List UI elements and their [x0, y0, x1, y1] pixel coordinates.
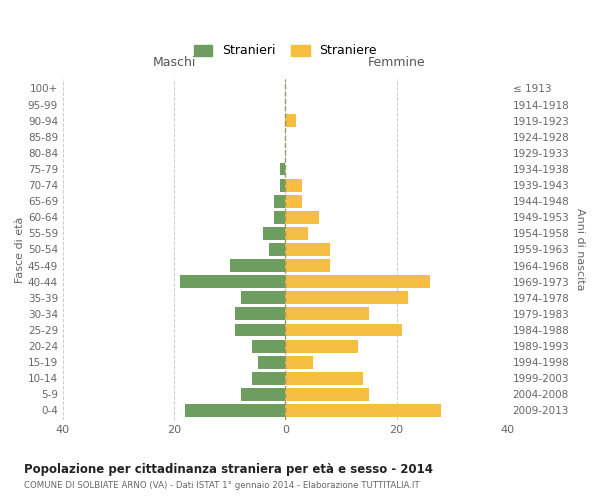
Bar — [274, 194, 286, 207]
Text: Popolazione per cittadinanza straniera per età e sesso - 2014: Popolazione per cittadinanza straniera p… — [24, 462, 433, 475]
Bar — [263, 227, 286, 240]
Bar — [230, 259, 286, 272]
Bar — [286, 211, 319, 224]
Bar — [235, 308, 286, 320]
Bar — [286, 194, 302, 207]
Bar — [286, 372, 363, 384]
Bar — [286, 340, 358, 352]
Legend: Stranieri, Straniere: Stranieri, Straniere — [190, 40, 381, 61]
Y-axis label: Anni di nascita: Anni di nascita — [575, 208, 585, 290]
Bar — [241, 292, 286, 304]
Bar — [286, 308, 369, 320]
Bar — [286, 243, 330, 256]
Text: Maschi: Maschi — [152, 56, 196, 69]
Y-axis label: Fasce di età: Fasce di età — [15, 216, 25, 282]
Bar — [185, 404, 286, 417]
Bar — [286, 275, 430, 288]
Bar — [286, 388, 369, 401]
Bar — [252, 340, 286, 352]
Text: Femmine: Femmine — [368, 56, 425, 69]
Bar — [286, 178, 302, 192]
Text: COMUNE DI SOLBIATE ARNO (VA) - Dati ISTAT 1° gennaio 2014 - Elaborazione TUTTITA: COMUNE DI SOLBIATE ARNO (VA) - Dati ISTA… — [24, 481, 419, 490]
Bar — [241, 388, 286, 401]
Bar — [286, 227, 308, 240]
Bar — [286, 404, 441, 417]
Bar — [280, 178, 286, 192]
Bar — [257, 356, 286, 368]
Bar — [286, 292, 408, 304]
Bar — [274, 211, 286, 224]
Bar — [286, 324, 402, 336]
Bar — [235, 324, 286, 336]
Bar — [286, 259, 330, 272]
Bar — [179, 275, 286, 288]
Bar — [252, 372, 286, 384]
Bar — [269, 243, 286, 256]
Bar — [286, 114, 296, 127]
Bar — [286, 356, 313, 368]
Bar — [280, 162, 286, 175]
